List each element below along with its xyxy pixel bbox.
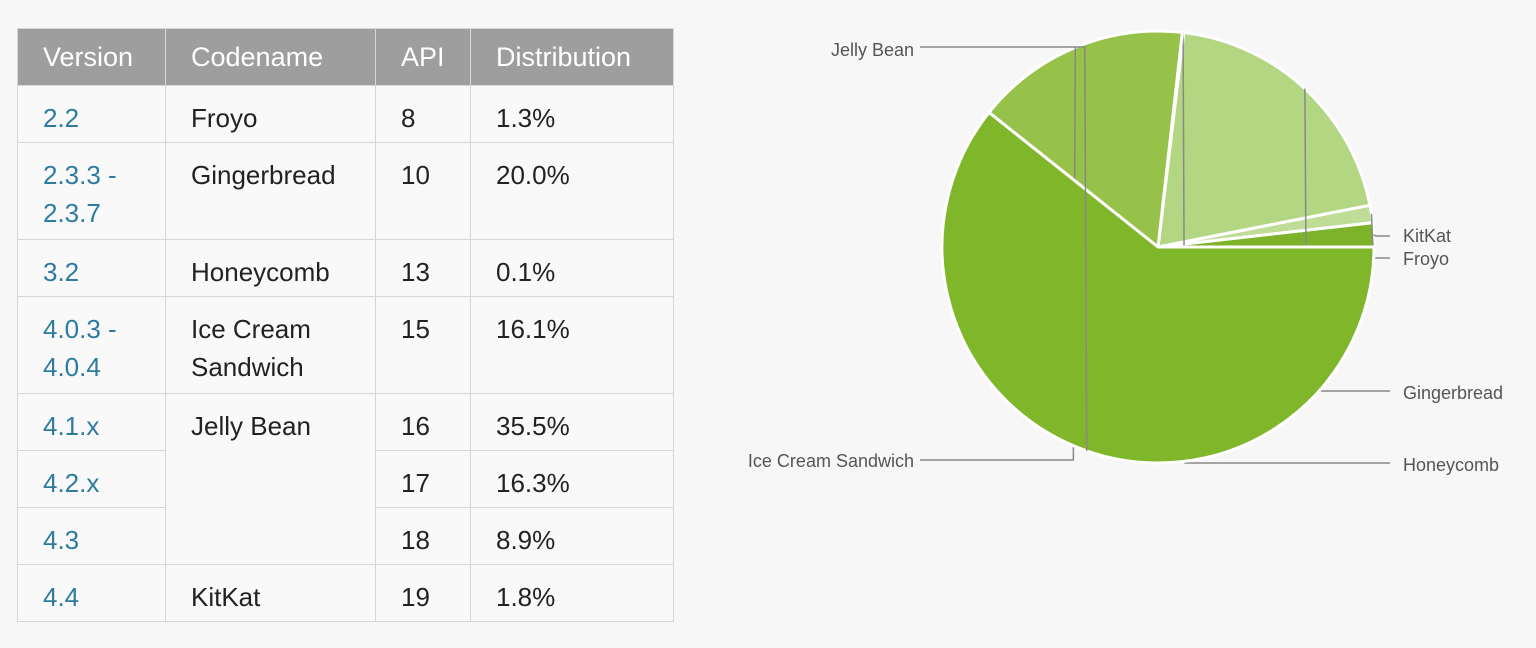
codename-cell: Froyo	[165, 85, 376, 143]
api-cell: 8	[375, 85, 471, 143]
distribution-cell: 1.3%	[470, 85, 674, 143]
codename-text: Ice Cream Sandwich	[191, 314, 311, 382]
pie-label: Gingerbread	[1403, 383, 1503, 403]
pie-label: KitKat	[1403, 226, 1451, 246]
api-cell: 18	[375, 507, 471, 565]
distribution-cell: 8.9%	[470, 507, 674, 565]
version-cell: 4.2.x	[17, 450, 166, 508]
pie-slice-jelly-bean	[940, 110, 1376, 465]
header-codename: Codename	[165, 28, 376, 86]
table-row: 2.2 Froyo 8 1.3%	[17, 85, 674, 143]
api-cell: 15	[375, 296, 471, 394]
distribution-cell: 16.1%	[470, 296, 674, 394]
version-cell: 2.3.3 -2.3.7	[17, 142, 166, 240]
table-row: 4.4 KitKat 19 1.8%	[17, 564, 674, 622]
distribution-cell: 1.8%	[470, 564, 674, 622]
header-distribution: Distribution	[470, 28, 674, 86]
api-cell: 16	[375, 393, 471, 451]
pie-label: Froyo	[1403, 249, 1449, 269]
version-cell: 4.1.x	[17, 393, 166, 451]
pie-chart: KitKat Froyo Gingerbread Honeycomb Ice Cream…	[748, 29, 1503, 475]
distribution-cell: 20.0%	[470, 142, 674, 240]
header-version: Version	[17, 28, 166, 86]
codename-cell: Jelly Bean	[165, 393, 376, 565]
header-api: API	[375, 28, 471, 86]
distribution-cell: 35.5%	[470, 393, 674, 451]
codename-cell: Honeycomb	[165, 239, 376, 297]
version-cell: 4.3	[17, 507, 166, 565]
api-cell: 17	[375, 450, 471, 508]
version-cell: 4.4	[17, 564, 166, 622]
table-row: 4.1.x Jelly Bean 16 35.5%	[17, 393, 674, 565]
distribution-cell: 0.1%	[470, 239, 674, 297]
version-text: 4.0.3 -4.0.4	[43, 314, 117, 382]
api-cell: 13	[375, 239, 471, 297]
pie-label: Honeycomb	[1403, 455, 1499, 475]
label-leader-line	[920, 46, 1088, 451]
version-cell: 4.0.3 -4.0.4	[17, 296, 166, 394]
codename-cell: KitKat	[165, 564, 376, 622]
version-cell: 2.2	[17, 85, 166, 143]
pie-label: Jelly Bean	[831, 40, 914, 60]
table-row: 4.0.3 -4.0.4 Ice Cream Sandwich 15 16.1%	[17, 296, 674, 394]
version-text: 2.3.3 -2.3.7	[43, 160, 117, 228]
api-cell: 10	[375, 142, 471, 240]
api-cell: 19	[375, 564, 471, 622]
table-row: 3.2 Honeycomb 13 0.1%	[17, 239, 674, 297]
table-header-row: Version Codename API Distribution	[17, 28, 674, 86]
codename-cell: Ice Cream Sandwich	[165, 296, 376, 394]
label-leader-line	[1373, 234, 1390, 237]
codename-cell: Gingerbread	[165, 142, 376, 240]
distribution-cell: 16.3%	[470, 450, 674, 508]
pie-label: Ice Cream Sandwich	[748, 451, 914, 471]
table-row: 2.3.3 -2.3.7 Gingerbread 10 20.0%	[17, 142, 674, 240]
table-row: 4.2.x 17 16.3%	[17, 450, 674, 508]
label-leader-line	[1182, 32, 1390, 464]
version-cell: 3.2	[17, 239, 166, 297]
distribution-table: Version Codename API Distribution 2.2 Fr…	[17, 28, 674, 622]
